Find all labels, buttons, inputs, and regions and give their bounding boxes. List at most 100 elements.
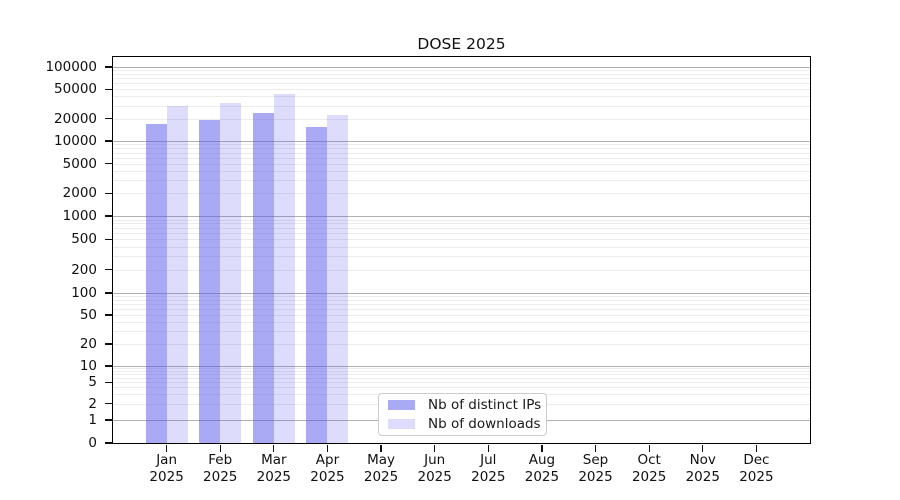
bar-downloads-mar [273,94,295,443]
y-tick-mark [104,365,112,367]
y-tick-label: 100000 [45,59,97,75]
x-tick-label: Jun 2025 [417,452,452,485]
legend: Nb of distinct IPs Nb of downloads [378,393,547,436]
bar-downloads-feb [220,103,242,443]
y-tick-label: 10000 [54,133,97,149]
x-tick-mark [434,444,436,452]
y-gridline-minor [113,193,810,195]
y-tick-mark [104,381,112,383]
y-tick-mark [104,66,112,68]
y-tick-label: 5000 [62,155,97,172]
y-tick-mark [104,118,112,120]
y-gridline-minor [113,246,810,248]
y-gridline-minor [113,300,810,302]
y-tick-label: 500 [71,231,97,248]
y-gridline-minor [113,83,810,85]
y-gridline-minor [113,331,810,333]
x-tick-mark [219,444,221,452]
y-tick-mark [104,343,112,345]
x-tick-mark [487,444,489,452]
y-tick-mark [104,442,112,444]
x-tick-mark [380,444,382,452]
y-tick-label: 50000 [54,81,97,98]
x-tick-mark [594,444,597,452]
y-gridline-minor [113,304,810,306]
x-tick-mark [326,444,329,452]
y-tick-mark [104,162,112,165]
y-gridline-minor [113,314,810,316]
y-gridline-minor [113,223,810,225]
y-gridline-major [113,293,810,294]
plot-area: 100000 50000 20000 10000 5000 2000 1000 500 200 1… [45,57,810,485]
y-tick-label: 200 [71,261,97,278]
bar-distinct-ips-jan [145,123,167,443]
bar-distinct-ips-feb [199,119,221,443]
y-tick-mark [104,314,112,316]
y-tick-mark [104,192,112,194]
y-gridline-minor [113,152,810,154]
y-gridline-minor [113,78,810,80]
y-gridline-minor [113,163,810,165]
y-gridline-major [113,216,810,217]
y-tick-mark [104,140,112,142]
y-gridline-minor [113,377,810,379]
y-tick-label: 10 [79,358,97,374]
y-gridline-major [113,366,810,367]
y-gridline-minor [113,96,810,98]
x-tick-label: Oct 2025 [631,452,667,485]
legend-item-downloads: Nb of downloads [388,416,541,432]
y-gridline-minor [113,219,810,221]
legend-swatch-distinct-ips [388,400,415,410]
x-tick-label: May 2025 [363,452,399,485]
y-gridline-minor [113,382,810,384]
y-gridline-minor [113,374,810,376]
y-gridline-minor [113,118,810,120]
y-gridline-minor [113,239,810,241]
y-tick-label: 1 [88,412,97,428]
chart-title: DOSE 2025 [417,35,506,53]
y-tick-mark [104,88,112,90]
y-gridline-major [113,67,810,68]
y-tick-mark [104,292,112,294]
legend-label-distinct-ips: Nb of distinct IPs [428,397,542,413]
bar-distinct-ips-mar [252,113,274,443]
y-tick-mark [104,269,112,271]
x-tick-label: Nov 2025 [685,452,720,485]
y-gridline-minor [113,105,810,107]
y-tick-label: 5 [88,374,97,391]
x-tick-label: Apr 2025 [310,452,345,485]
y-gridline-minor [113,309,810,311]
x-tick-label: Mar 2025 [256,452,292,485]
y-gridline-minor [113,227,810,229]
y-gridline-minor [113,233,810,235]
x-tick-label: Jul 2025 [471,452,506,485]
legend-item-distinct-ips: Nb of distinct IPs [388,397,541,413]
legend-label-downloads: Nb of downloads [428,416,541,432]
y-gridline-minor [113,89,810,91]
y-tick-label: 20 [79,336,97,353]
y-tick-label: 1000 [62,208,97,224]
y-gridline-minor [113,368,810,370]
y-tick-mark [104,238,112,240]
y-gridline-minor [113,387,810,389]
bar-downloads-apr [327,115,349,443]
legend-swatch-downloads [388,419,415,429]
y-gridline-minor [113,256,810,258]
y-gridline-minor [113,269,810,271]
x-tick-label: Jan 2025 [149,452,184,485]
y-gridline-minor [113,296,810,298]
bar-distinct-ips-apr [306,126,328,443]
y-gridline-minor [113,70,810,72]
y-gridline-minor [113,344,810,346]
x-tick-label: Sep 2025 [578,452,613,485]
y-tick-mark [104,403,112,405]
y-tick-label: 2000 [62,185,97,202]
y-gridline-minor [113,157,810,159]
y-tick-mark [104,419,112,421]
y-gridline-minor [113,371,810,373]
y-tick-mark [104,215,112,217]
y-tick-label: 20000 [54,110,97,127]
y-gridline-minor [113,170,810,172]
x-tick-label: Feb 2025 [203,452,238,485]
